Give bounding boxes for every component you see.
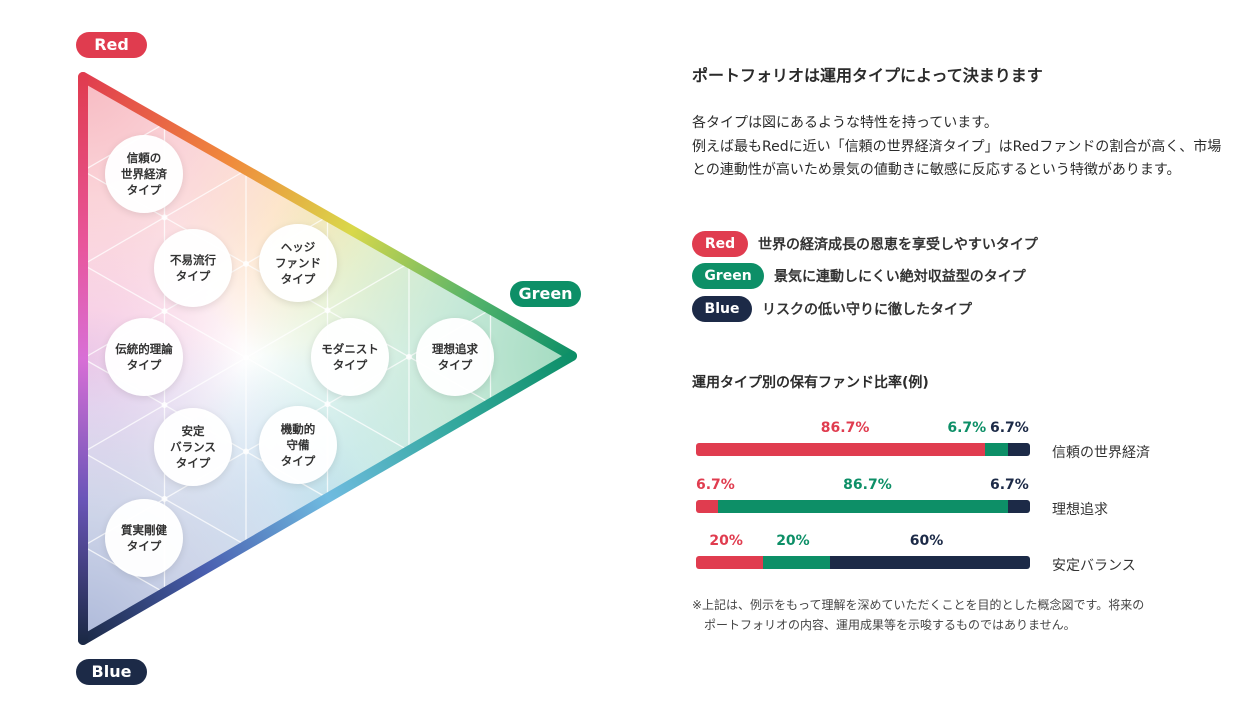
stacked-bar (696, 556, 1030, 569)
legend-green-text: 景気に連動しにくい絶対収益型のタイプ (774, 269, 1026, 285)
disclaimer-note: ※上記は、例示をもって理解を深めていただくことを目的とした概念図です。将来の ポ… (692, 598, 1145, 632)
bar-value-labels: 86.7% 6.7% 6.7% (696, 420, 1176, 440)
grid-node (243, 260, 249, 267)
grid-node (243, 448, 249, 455)
blue-value-label: 6.7% (990, 477, 1029, 493)
green-segment (985, 443, 1008, 456)
legend-green-pill: Green (692, 263, 764, 289)
type-node-fueki: 不易流行 タイプ (154, 229, 232, 307)
type-node-antei: 安定 バランス タイプ (154, 408, 232, 486)
legend-blue-pill: Blue (692, 296, 752, 322)
type-node-hedge: ヘッジ ファンド タイプ (259, 224, 337, 302)
bar-row: 6.7% 86.7% 6.7% 理想追求 (696, 477, 1176, 518)
blue-segment (829, 556, 1030, 569)
grid-node (324, 401, 331, 408)
type-node-kidou: 機動的 守備 タイプ (259, 406, 337, 484)
panel-title: ポートフォリオは運用タイプによって決まります (692, 66, 1043, 85)
panel-description: 各タイプは図にあるような特性を持っています。 例えば最もRedに近い「信頼の世界… (692, 115, 1222, 178)
bar-row: 20% 20% 60% 安定バランス (696, 533, 1176, 574)
grid-node (324, 307, 331, 314)
type-node-risou: 理想追求 タイプ (416, 318, 494, 396)
grid-node (161, 495, 168, 502)
green-segment (718, 500, 1008, 513)
green-value-label: 86.7% (843, 477, 892, 493)
green-value-label: 20% (776, 533, 810, 549)
grid-node (161, 402, 168, 408)
bar-value-labels: 20% 20% 60% (696, 533, 1176, 553)
bar-category-label: 信頼の世界経済 (1052, 445, 1150, 461)
grid-node (161, 308, 168, 315)
red-segment (696, 556, 763, 569)
legend-red: Red 世界の経済成長の恩恵を享受しやすいタイプ (692, 231, 1038, 257)
chart-title: 運用タイプ別の保有ファンド比率(例) (692, 375, 929, 391)
legend-red-pill: Red (692, 231, 748, 257)
blue-segment (1007, 443, 1030, 456)
red-value-label: 86.7% (820, 420, 870, 436)
blue-segment (1007, 500, 1030, 513)
legend-green: Green 景気に連動しにくい絶対収益型のタイプ (692, 263, 1026, 289)
bar-category-label: 安定バランス (1052, 558, 1136, 574)
red-segment (696, 500, 719, 513)
stacked-bar (696, 500, 1030, 513)
legend-red-text: 世界の経済成長の恩恵を享受しやすいタイプ (758, 237, 1038, 253)
type-node-shinrai: 信頼の 世界経済 タイプ (105, 135, 183, 213)
grid-node (161, 214, 168, 221)
legend-blue-text: リスクの低い守りに徹したタイプ (762, 302, 972, 318)
blue-corner-label: Blue (76, 659, 147, 685)
red-corner-label: Red (76, 32, 147, 58)
green-corner-label: Green (510, 281, 581, 307)
red-value-label: 20% (709, 533, 743, 549)
stacked-bar (696, 443, 1030, 456)
bar-category-label: 理想追求 (1052, 502, 1108, 518)
type-node-modernist: モダニスト タイプ (311, 318, 389, 396)
bar-value-labels: 6.7% 86.7% 6.7% (696, 477, 1176, 497)
bar-row: 86.7% 6.7% 6.7% 信頼の世界経済 (696, 420, 1176, 461)
grid-node (406, 353, 412, 360)
red-value-label: 6.7% (696, 477, 735, 493)
blue-value-label: 60% (909, 533, 944, 549)
green-segment (762, 556, 830, 569)
red-segment (696, 443, 986, 456)
type-node-dentou: 伝統的理論 タイプ (105, 318, 183, 396)
grid-node (243, 354, 249, 361)
blue-value-label: 6.7% (990, 420, 1029, 436)
type-node-shitsujitsu: 質実剛健 タイプ (105, 499, 183, 577)
legend-blue: Blue リスクの低い守りに徹したタイプ (692, 296, 972, 322)
green-value-label: 6.7% (947, 420, 987, 436)
